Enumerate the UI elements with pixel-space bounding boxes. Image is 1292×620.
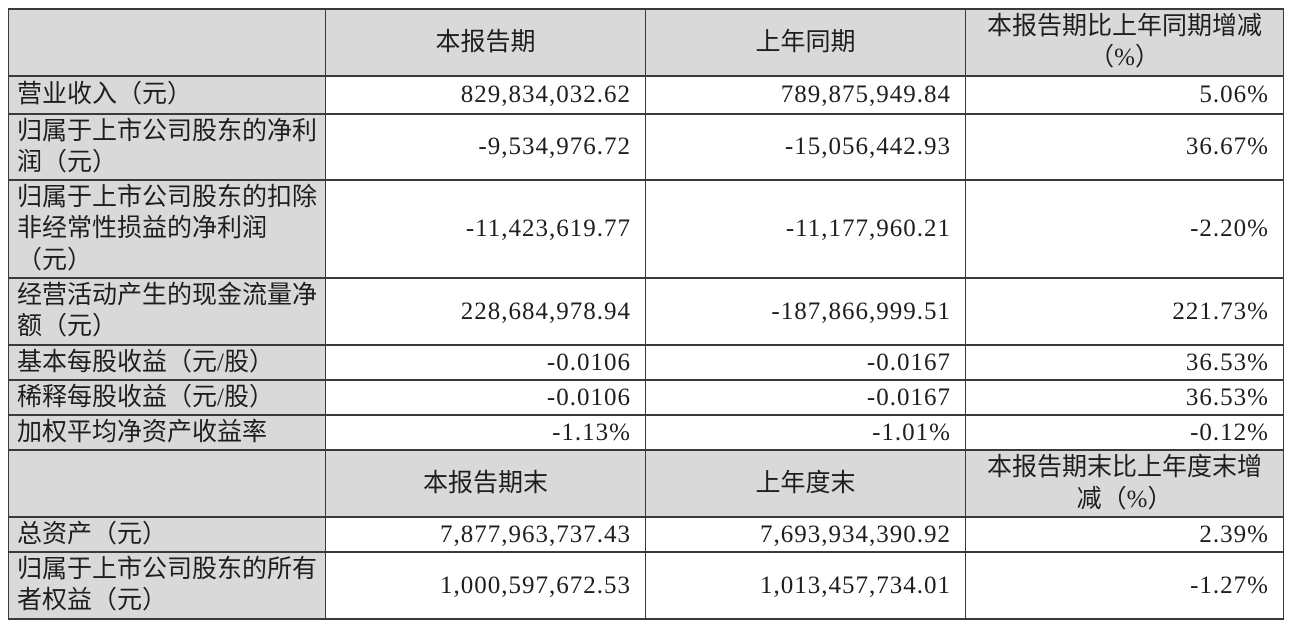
- cell-prior: -15,056,442.93: [645, 112, 966, 181]
- header-prior-year-end: 上年度末: [645, 449, 966, 518]
- table-row-diluted-eps: 稀释每股收益（元/股） -0.0106 -0.0167 36.53%: [8, 378, 1284, 417]
- cell-prior: -0.0167: [645, 343, 966, 381]
- header-current-period: 本报告期: [325, 8, 646, 77]
- row-label: 归属于上市公司股东的扣除非经常性损益的净利润（元）: [8, 179, 326, 279]
- cell-prior: -187,866,999.51: [645, 277, 966, 346]
- table-row-net-profit-excl-nonrecurring: 归属于上市公司股东的扣除非经常性损益的净利润（元） -11,423,619.77…: [8, 179, 1284, 279]
- table-row-weighted-avg-roe: 加权平均净资产收益率 -1.13% -1.01% -0.12%: [8, 413, 1284, 452]
- row-label: 归属于上市公司股东的所有者权益（元）: [8, 551, 326, 620]
- table-row-operating-revenue: 营业收入（元） 829,834,032.62 789,875,949.84 5.…: [8, 74, 1284, 115]
- table-row-basic-eps: 基本每股收益（元/股） -0.0106 -0.0167 36.53%: [8, 343, 1284, 381]
- cell-change: 36.67%: [965, 112, 1284, 181]
- cell-prior: 1,013,457,734.01: [645, 551, 966, 620]
- cell-current: -1.13%: [325, 413, 646, 452]
- cell-change: 5.06%: [965, 74, 1284, 115]
- cell-current: 829,834,032.62: [325, 74, 646, 115]
- corner-cell: [8, 449, 326, 518]
- cell-current: 7,877,963,737.43: [325, 515, 646, 554]
- cell-change: -1.27%: [965, 551, 1284, 620]
- corner-cell: [8, 8, 326, 77]
- cell-change: 36.53%: [965, 378, 1284, 417]
- cell-prior: 789,875,949.84: [645, 74, 966, 115]
- cell-current: -9,534,976.72: [325, 112, 646, 181]
- cell-prior: 7,693,934,390.92: [645, 515, 966, 554]
- cell-prior: -0.0167: [645, 378, 966, 417]
- table-row-operating-cash-flow: 经营活动产生的现金流量净额（元） 228,684,978.94 -187,866…: [8, 277, 1284, 346]
- cell-current: -0.0106: [325, 378, 646, 417]
- header-row-period: 本报告期 上年同期 本报告期比上年同期增减（%）: [8, 8, 1284, 77]
- row-label: 稀释每股收益（元/股）: [8, 378, 326, 417]
- cell-prior: -11,177,960.21: [645, 179, 966, 279]
- row-label: 经营活动产生的现金流量净额（元）: [8, 277, 326, 346]
- cell-change: 221.73%: [965, 277, 1284, 346]
- header-row-period-end: 本报告期末 上年度末 本报告期末比上年度末增减（%）: [8, 449, 1284, 518]
- cell-current: 1,000,597,672.53: [325, 551, 646, 620]
- header-change-period-end: 本报告期末比上年度末增减（%）: [965, 449, 1284, 518]
- row-label: 基本每股收益（元/股）: [8, 343, 326, 381]
- row-label: 总资产（元）: [8, 515, 326, 554]
- cell-current: -0.0106: [325, 343, 646, 381]
- header-current-period-end: 本报告期末: [325, 449, 646, 518]
- header-change-period: 本报告期比上年同期增减（%）: [965, 8, 1284, 77]
- financial-summary-table: 本报告期 上年同期 本报告期比上年同期增减（%） 营业收入（元） 829,834…: [8, 8, 1284, 620]
- cell-change: 36.53%: [965, 343, 1284, 381]
- cell-prior: -1.01%: [645, 413, 966, 452]
- cell-current: 228,684,978.94: [325, 277, 646, 346]
- table-row-owners-equity: 归属于上市公司股东的所有者权益（元） 1,000,597,672.53 1,01…: [8, 551, 1284, 620]
- cell-current: -11,423,619.77: [325, 179, 646, 279]
- table-row-net-profit: 归属于上市公司股东的净利润（元） -9,534,976.72 -15,056,4…: [8, 112, 1284, 181]
- row-label: 加权平均净资产收益率: [8, 413, 326, 452]
- cell-change: 2.39%: [965, 515, 1284, 554]
- cell-change: -2.20%: [965, 179, 1284, 279]
- header-prior-period: 上年同期: [645, 8, 966, 77]
- table-row-total-assets: 总资产（元） 7,877,963,737.43 7,693,934,390.92…: [8, 515, 1284, 554]
- cell-change: -0.12%: [965, 413, 1284, 452]
- row-label: 归属于上市公司股东的净利润（元）: [8, 112, 326, 181]
- report-page: 本报告期 上年同期 本报告期比上年同期增减（%） 营业收入（元） 829,834…: [8, 8, 1284, 620]
- row-label: 营业收入（元）: [8, 74, 326, 115]
